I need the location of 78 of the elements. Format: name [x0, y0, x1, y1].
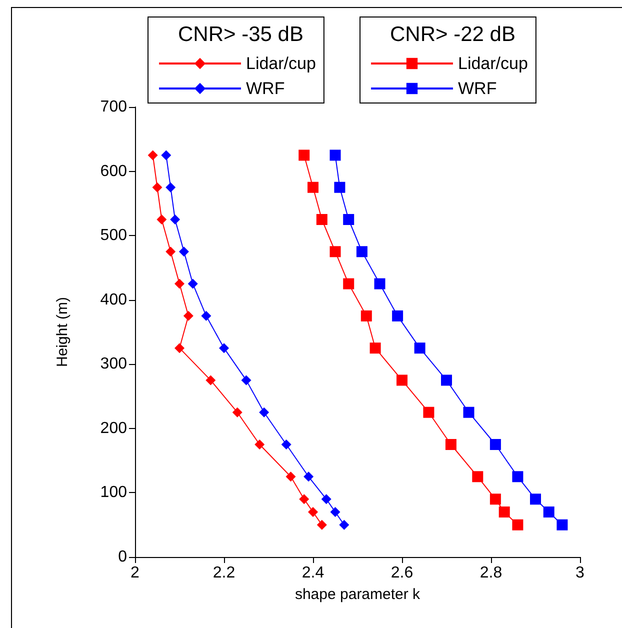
point: [188, 278, 198, 289]
point: [392, 310, 404, 322]
x-tick-label: 3: [576, 564, 585, 582]
point: [183, 310, 194, 321]
y-tick-label: 400: [100, 291, 128, 308]
point: [152, 182, 162, 192]
point: [298, 150, 310, 161]
legend-label: WRF: [458, 79, 497, 98]
x-tick-label: 2.8: [480, 564, 502, 582]
point: [281, 440, 292, 450]
point: [374, 278, 386, 290]
point: [463, 406, 474, 418]
point: [512, 471, 524, 482]
y-tick-label: 700: [100, 98, 128, 116]
x-tick-label: 2.6: [390, 564, 414, 582]
point: [254, 440, 265, 450]
y-tick-label: 500: [100, 227, 128, 244]
point: [321, 494, 332, 504]
text: CNR> -22 dB: [390, 23, 516, 46]
legend-label: Lidar/cup: [246, 54, 316, 73]
point: [241, 375, 252, 386]
point: [330, 246, 341, 258]
point: [170, 214, 180, 224]
point: [299, 494, 310, 504]
point: [308, 507, 318, 517]
y-axis-title: Height (m): [54, 296, 71, 368]
point: [148, 150, 158, 160]
y-tick-label: 300: [100, 356, 128, 373]
text: CNR> -35 dB: [178, 23, 304, 46]
x-tick-label: 2.2: [212, 564, 236, 582]
point: [370, 342, 381, 354]
y-tick-label: 600: [100, 162, 128, 180]
point: [472, 471, 484, 482]
point: [206, 375, 216, 386]
point: [201, 310, 212, 321]
point: [161, 150, 172, 160]
point: [498, 506, 510, 518]
point: [441, 374, 452, 386]
point: [543, 506, 554, 518]
point: [396, 374, 408, 386]
point: [308, 182, 318, 193]
point: [219, 343, 229, 354]
point: [316, 520, 327, 530]
y-tick-label: 200: [100, 420, 128, 437]
legend-label: Lidar/cup: [458, 54, 528, 73]
y-tick-label: 0: [118, 548, 128, 566]
x-tick-label: 2: [130, 564, 140, 582]
point: [356, 246, 368, 258]
point: [304, 472, 314, 482]
point: [423, 406, 434, 418]
point: [166, 246, 176, 257]
point: [414, 342, 426, 354]
point: [156, 214, 167, 224]
x-axis-title: shape parameter k: [294, 586, 421, 603]
point: [490, 494, 501, 505]
point: [343, 278, 354, 290]
point: [339, 520, 350, 530]
y-tick-label: 100: [100, 484, 128, 502]
point: [330, 507, 340, 517]
point: [178, 246, 189, 257]
point: [556, 519, 568, 530]
point: [343, 214, 354, 225]
legend-label: WRF: [246, 79, 285, 98]
point: [445, 439, 456, 450]
point: [232, 407, 242, 418]
point: [166, 182, 176, 192]
point: [512, 519, 524, 530]
point: [360, 310, 372, 322]
point: [334, 182, 346, 193]
point: [330, 150, 341, 161]
point: [490, 439, 501, 450]
x-tick-label: 2.4: [302, 564, 324, 582]
point: [530, 494, 541, 505]
point: [259, 407, 270, 418]
point: [316, 214, 328, 225]
point: [174, 343, 184, 354]
point: [174, 278, 184, 289]
point: [286, 472, 296, 482]
